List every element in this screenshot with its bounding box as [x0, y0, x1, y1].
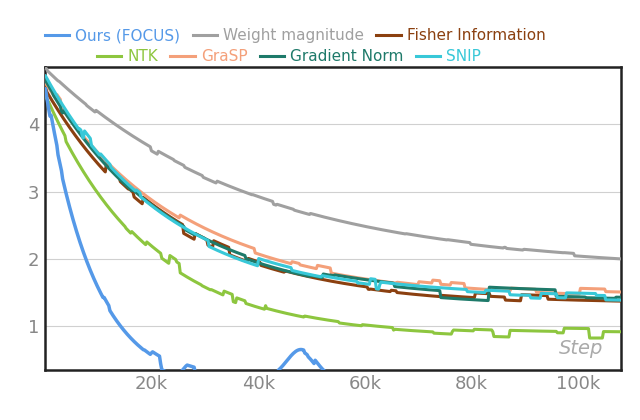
Ours (FOCUS) — [604, 387, 612, 392]
Line: Fisher Information: Fisher Information — [45, 84, 621, 301]
Fisher Information — [315, 276, 323, 281]
Weight magnitude — [42, 65, 49, 70]
Ours (FOCUS) — [385, 387, 393, 392]
Line: Weight magnitude: Weight magnitude — [45, 68, 621, 259]
Gradient Norm — [42, 78, 49, 83]
GraSP — [384, 280, 392, 285]
Ours (FOCUS) — [319, 368, 327, 373]
Weight magnitude — [603, 255, 611, 260]
SNIP — [617, 298, 625, 303]
GraSP — [617, 289, 625, 294]
Weight magnitude — [617, 256, 625, 261]
Weight magnitude — [315, 213, 323, 218]
SNIP — [315, 274, 323, 279]
SNIP — [603, 297, 611, 302]
GraSP — [513, 286, 521, 291]
SNIP — [42, 73, 49, 78]
SNIP — [513, 293, 521, 298]
Gradient Norm — [315, 275, 323, 280]
Ours (FOCUS) — [42, 86, 49, 91]
NTK — [513, 328, 521, 333]
NTK — [617, 329, 625, 334]
GraSP — [42, 80, 49, 85]
NTK — [384, 325, 392, 330]
Fisher Information — [513, 298, 521, 303]
Fisher Information — [353, 283, 360, 288]
NTK — [42, 93, 49, 98]
Weight magnitude — [318, 214, 326, 219]
Ours (FOCUS) — [354, 380, 362, 385]
Gradient Norm — [604, 296, 612, 301]
SNIP — [353, 279, 360, 284]
Ours (FOCUS) — [515, 385, 522, 390]
Line: GraSP: GraSP — [45, 83, 621, 294]
Weight magnitude — [353, 222, 360, 227]
GraSP — [604, 289, 612, 294]
Line: Gradient Norm: Gradient Norm — [45, 80, 621, 301]
SNIP — [384, 281, 392, 286]
Legend: NTK, GraSP, Gradient Norm, SNIP: NTK, GraSP, Gradient Norm, SNIP — [97, 49, 481, 64]
Ours (FOCUS) — [617, 382, 625, 387]
Fisher Information — [42, 81, 49, 86]
NTK — [315, 316, 323, 321]
Line: NTK: NTK — [45, 95, 621, 338]
Fisher Information — [603, 298, 611, 303]
Text: Step: Step — [559, 339, 604, 357]
GraSP — [315, 263, 323, 268]
Ours (FOCUS) — [250, 387, 258, 392]
NTK — [604, 329, 612, 334]
Ours (FOCUS) — [316, 364, 324, 369]
NTK — [318, 317, 326, 322]
Gradient Norm — [484, 298, 492, 303]
GraSP — [318, 264, 326, 269]
NTK — [586, 336, 593, 341]
SNIP — [318, 273, 326, 278]
GraSP — [575, 291, 583, 297]
Weight magnitude — [513, 247, 521, 252]
Fisher Information — [617, 299, 625, 304]
Gradient Norm — [515, 286, 522, 291]
Weight magnitude — [384, 228, 392, 234]
Gradient Norm — [353, 276, 360, 281]
Gradient Norm — [617, 295, 625, 300]
GraSP — [353, 275, 360, 280]
Gradient Norm — [318, 275, 326, 280]
Gradient Norm — [384, 280, 392, 285]
Fisher Information — [318, 277, 326, 282]
NTK — [353, 323, 360, 328]
Fisher Information — [384, 289, 392, 294]
Line: SNIP: SNIP — [45, 76, 621, 300]
Line: Ours (FOCUS): Ours (FOCUS) — [45, 89, 621, 390]
